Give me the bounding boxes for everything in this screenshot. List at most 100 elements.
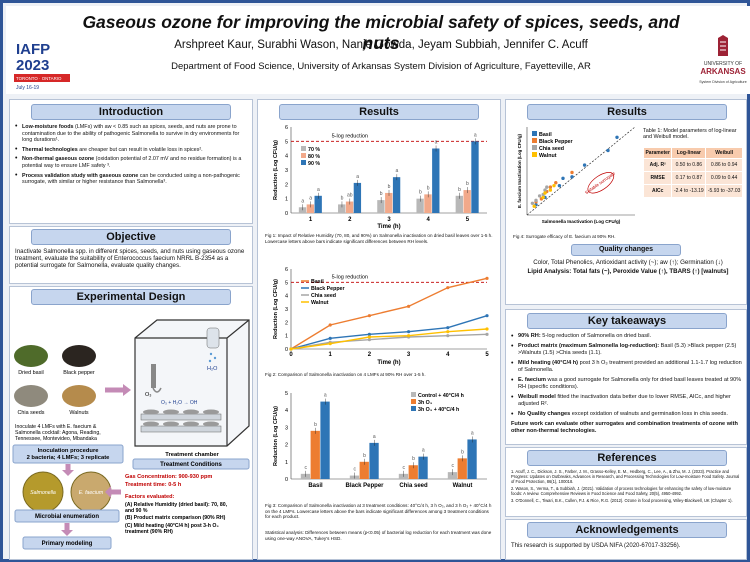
bullet-text: was a good surrogate for Salmonella only… [518, 377, 742, 390]
iafp-logo: IAFP 2023 TORONTO · ONTARIO July 16-19 [12, 36, 72, 92]
bar [463, 190, 471, 213]
significance-letter: b [380, 191, 383, 197]
significance-letter: a [395, 168, 398, 174]
bar [300, 473, 311, 479]
y-tick-label: 5 [285, 139, 288, 145]
data-point [446, 330, 450, 334]
scatter-point [543, 191, 547, 195]
iafp-logo-sub: TORONTO · ONTARIO [16, 76, 62, 81]
scatter-point [552, 183, 556, 188]
y-tick-label: 1 [285, 460, 288, 466]
sample-tray [143, 409, 159, 415]
x-tick-label: 0 [289, 352, 293, 358]
bullet-bold: 90% RH: [518, 333, 541, 339]
y-tick-label: 0 [285, 347, 288, 353]
scatter-point [530, 201, 535, 205]
significance-letter: b [427, 185, 430, 191]
bar [320, 401, 330, 479]
bar [408, 465, 418, 479]
data-point [367, 338, 371, 342]
sample-tray [203, 409, 219, 415]
significance-letter: c [304, 465, 307, 471]
x-tick-label: 5 [485, 352, 489, 358]
data-point [446, 286, 450, 290]
data-point [446, 326, 450, 330]
university-logo: UNIVERSITY OF ARKANSAS System Division o… [696, 34, 750, 94]
x-tick-label: 1 [309, 217, 313, 223]
sample-photo [14, 385, 48, 407]
significance-letter: b [341, 195, 344, 201]
bullet-text: except oxidation of walnuts and germinat… [570, 411, 728, 417]
data-point [446, 334, 450, 338]
results-mid-heading: Results [279, 104, 479, 120]
legend-label: 3h O₃ [418, 400, 433, 406]
bullet-text: fitted the inactivation data better due … [518, 394, 731, 407]
chart-rh-impact: 0 1 2 3 4 5 6 Reduction (Log CFU/g) Time (h) 5-lo… [273, 125, 487, 230]
legend-swatch [301, 153, 306, 158]
data-point [289, 347, 293, 351]
bullet-item: Mild heating (40°C/4 h) post 3 h O₃ trea… [511, 360, 743, 374]
bullet-item: E. faecium was a good surrogate for Salm… [511, 377, 743, 391]
bullet-bold: Product matrix (maximum Salmonella log-r… [518, 343, 660, 349]
bullet-text: Basil (5.3) >Black pepper (2.5) >Walnuts… [518, 343, 737, 356]
table-header: Log-linear [671, 147, 707, 159]
data-point [407, 330, 411, 334]
reaction-label: O₃ + H₂O → OH [161, 400, 198, 406]
x-tick-label: 4 [427, 217, 431, 223]
legend-swatch [532, 138, 537, 143]
bullet-item: Thermal technologies are cheaper but can… [15, 147, 247, 154]
y-tick-label: 4 [285, 408, 288, 414]
bar [398, 473, 409, 479]
poster-department: Department of Food Science, University o… [171, 61, 591, 72]
bar [447, 472, 458, 479]
legend-swatch [411, 399, 416, 404]
bar [418, 456, 428, 479]
bullet-text: post 3 h O₃ treatment provided an additi… [518, 360, 742, 373]
legend-label: Walnut [311, 300, 329, 306]
bar [338, 204, 346, 213]
y-tick-label: 1 [285, 197, 288, 203]
table-cell: AICc [642, 184, 673, 198]
significance-letter: a [435, 140, 438, 146]
x-tick-label: Chia seed [399, 483, 428, 489]
legend-label: Chia seed [539, 146, 564, 152]
legend-swatch [532, 145, 537, 150]
treatment-chamber: O₃ O₃ + H₂O → OH H₂O Treatment chamber [134, 319, 250, 458]
future-work: Future work can evaluate other surrogate… [511, 421, 738, 434]
significance-letter: a [422, 448, 425, 454]
sample-tray [183, 421, 199, 427]
scatter-point [545, 185, 549, 189]
quality-heading: Quality changes [571, 244, 681, 256]
x-tick-label: 3 [387, 217, 391, 223]
legend-label: Black Pepper [311, 286, 345, 292]
results-right-heading: Results [527, 104, 727, 120]
legend-label: Chia seed [311, 293, 336, 299]
identity-line [526, 126, 636, 216]
legend-swatch [301, 160, 306, 165]
conditions-heading: Treatment Conditions [160, 462, 222, 468]
y-tick-label: 3 [285, 307, 288, 313]
fig3-caption: Fig 3: Comparison of Salmonella inactiva… [265, 503, 492, 520]
series-line [290, 277, 488, 350]
bar [345, 201, 354, 213]
reference-label: 5-log reduction [332, 133, 368, 139]
bullet-item: Process validation study with gaseous oz… [15, 173, 247, 186]
bar [298, 207, 307, 213]
y-tick-label: 6 [285, 267, 288, 273]
univ-logo-line2: ARKANSAS [700, 67, 746, 76]
legend-label: 3h O₃ + 40°C/4 h [418, 407, 459, 413]
legend-label: Walnut [539, 153, 557, 159]
sample-label: Chia seeds [18, 410, 45, 416]
table-cell: RMSE [642, 171, 673, 185]
data-point [328, 342, 332, 346]
x-tick-label: 2 [368, 352, 372, 358]
factor-item: (A) Relative Humidity (dried basil): 70,… [125, 502, 228, 514]
plates: Salmonella E. faecium [22, 471, 112, 513]
table-caption: Table 1: Model parameters of log-linear … [643, 128, 737, 141]
table-cell: 0.86 to 0.94 [705, 158, 743, 172]
univ-logo-line1: UNIVERSITY OF [704, 61, 742, 67]
chart-treatment-conditions: 0 1 2 3 4 5 Reduction (Log CFU/g) c b a Basil c b a Bl… [273, 391, 487, 489]
bar [369, 442, 379, 479]
intro-list: Low-moisture foods (LMFs) with aw < 0.85… [15, 124, 247, 186]
h2o-label: H₂O [207, 366, 218, 372]
